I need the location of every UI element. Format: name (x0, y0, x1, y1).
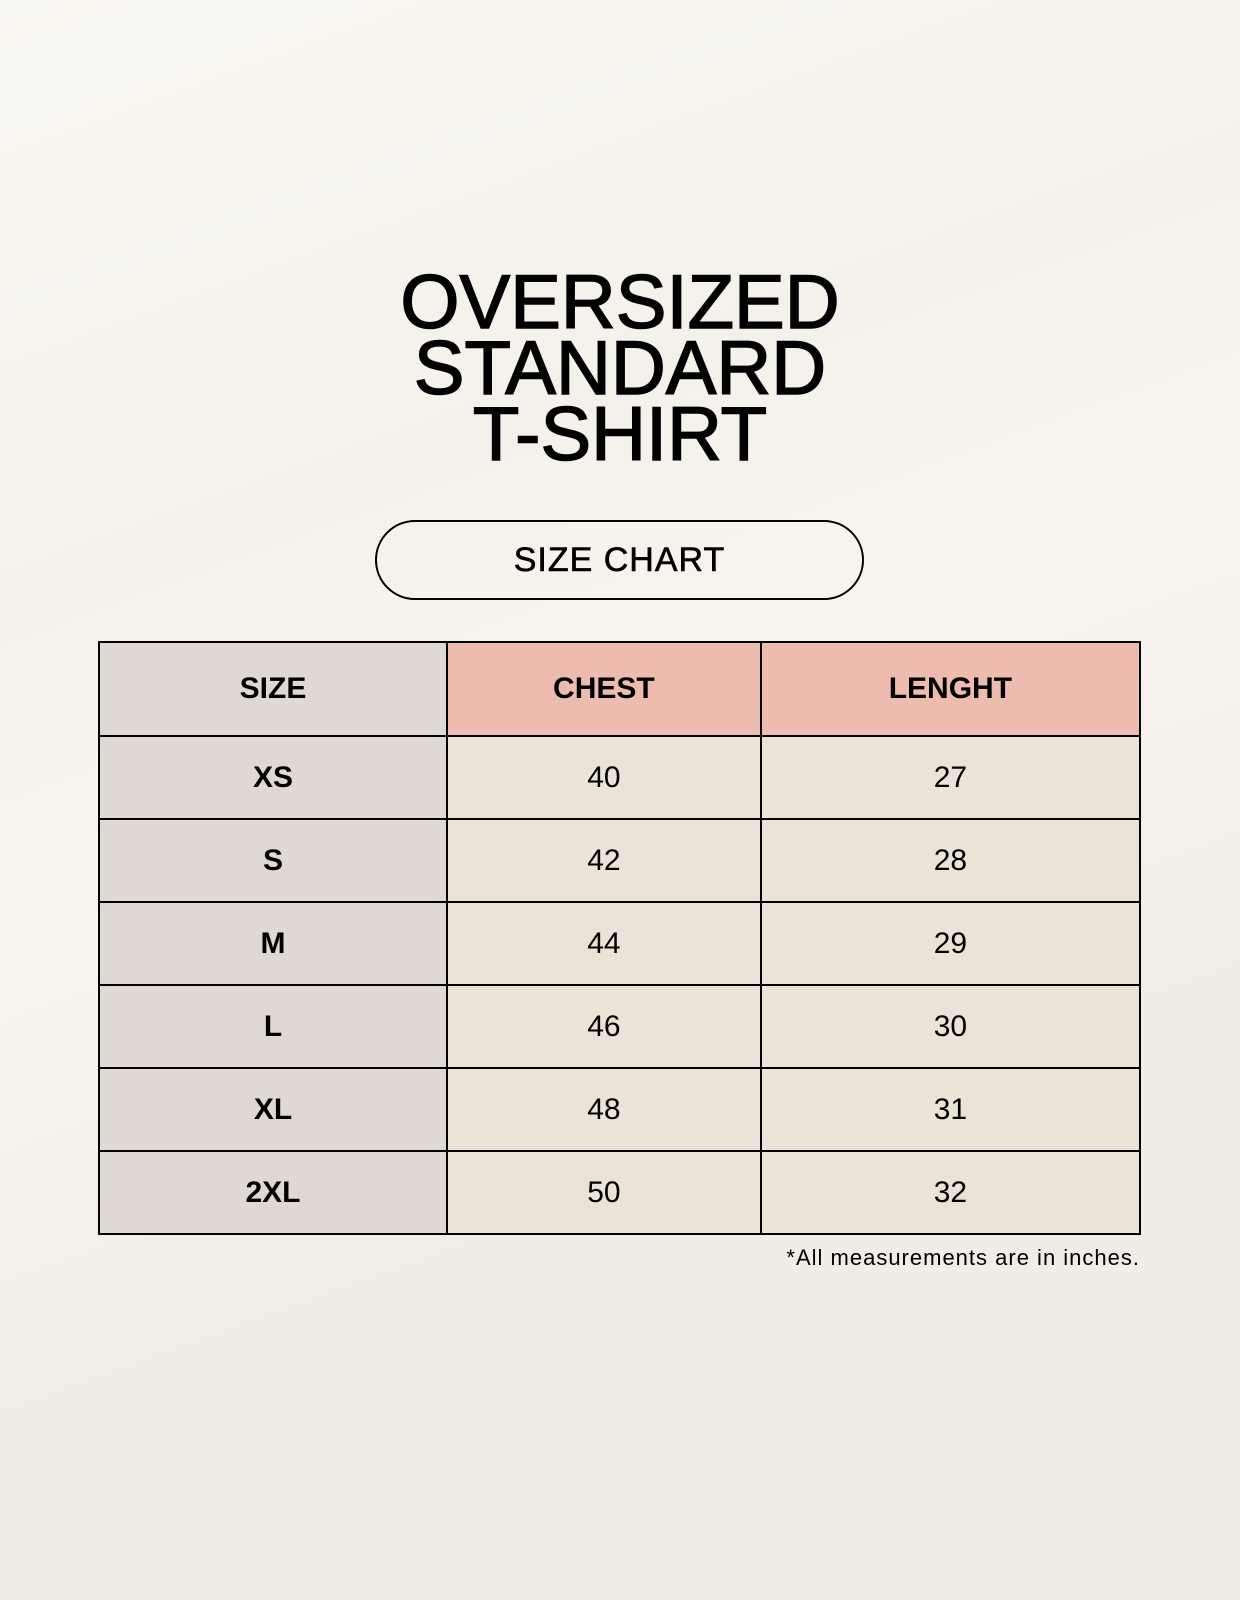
size-table: SIZE CHEST LENGHT XS 40 27 S 42 28 M 44 29 L 46 30 X… (98, 641, 1142, 1235)
length-cell: 29 (759, 901, 1142, 986)
chest-cell: 44 (446, 901, 762, 986)
length-cell: 31 (759, 1067, 1142, 1152)
chest-cell: 50 (446, 1150, 762, 1235)
length-cell: 28 (759, 818, 1142, 903)
length-cell: 27 (759, 735, 1142, 820)
chest-cell: 40 (446, 735, 762, 820)
size-cell: XL (98, 1067, 448, 1152)
header-size: SIZE (98, 641, 448, 737)
title-line: OVERSIZED (400, 260, 841, 345)
size-cell: S (98, 818, 448, 903)
badge-label: SIZE CHART (513, 540, 726, 579)
length-cell: 32 (759, 1150, 1142, 1235)
table-row: S 42 28 (98, 818, 1142, 903)
page-title: OVERSIZED STANDARD T-SHIRT (0, 260, 1240, 477)
size-cell: M (98, 901, 448, 986)
chest-cell: 42 (446, 818, 762, 903)
header-length: LENGHT (759, 641, 1142, 737)
length-cell: 30 (759, 984, 1142, 1069)
table-row: XL 48 31 (98, 1067, 1142, 1152)
chest-cell: 46 (446, 984, 762, 1069)
table-row: L 46 30 (98, 984, 1142, 1069)
size-cell: L (98, 984, 448, 1069)
footnote: *All measurements are in inches. (786, 1245, 1140, 1270)
size-cell: 2XL (98, 1150, 448, 1235)
chest-cell: 48 (446, 1067, 762, 1152)
table-row: M 44 29 (98, 901, 1142, 986)
size-chart-badge: SIZE CHART (375, 520, 864, 600)
title-line: T-SHIRT (472, 392, 768, 477)
table-row: 2XL 50 32 (98, 1150, 1142, 1235)
header-chest: CHEST (446, 641, 762, 737)
title-line: STANDARD (413, 326, 827, 411)
table-row: XS 40 27 (98, 735, 1142, 820)
size-cell: XS (98, 735, 448, 820)
table-header-row: SIZE CHEST LENGHT (98, 641, 1142, 737)
